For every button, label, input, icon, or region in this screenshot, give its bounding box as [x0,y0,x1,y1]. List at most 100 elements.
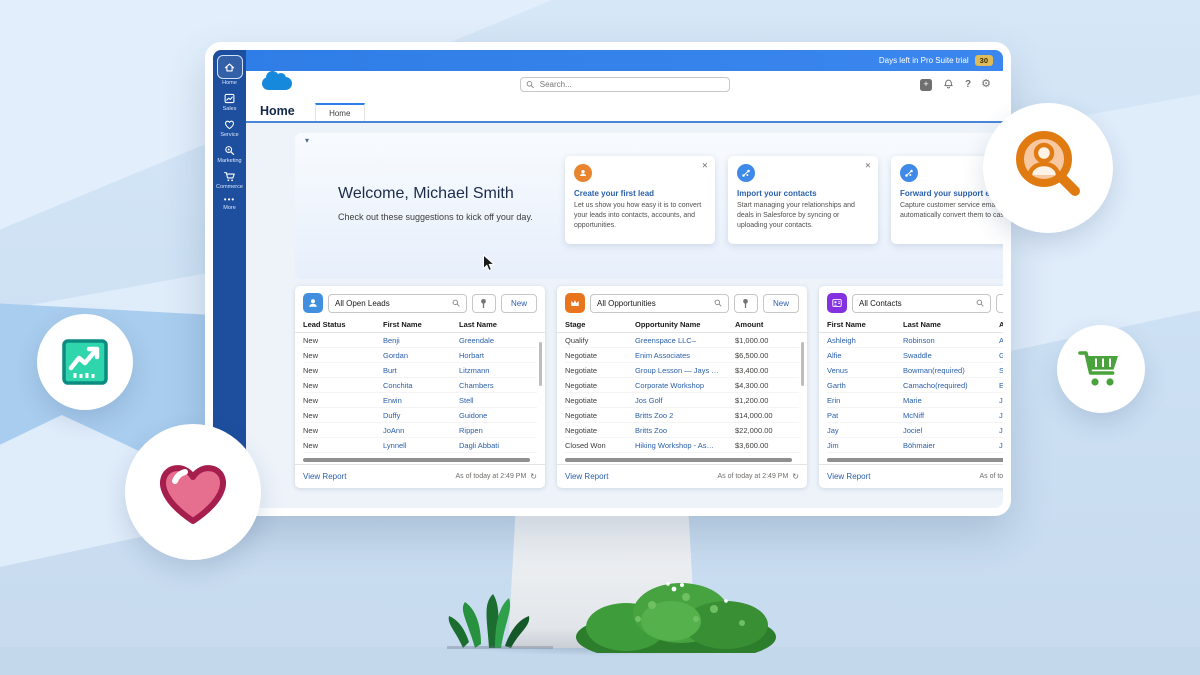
cell-first-name[interactable]: Conchita [383,380,413,390]
view-report-link[interactable]: View Report [565,472,609,481]
pin-list-button[interactable] [471,293,496,313]
trial-days-badge[interactable]: 30 [974,55,993,66]
add-icon[interactable]: + [920,78,933,91]
cell-last-name[interactable]: Camacho(required) [903,380,968,390]
cell-account-name[interactable]: Suspendisse No [999,365,1003,375]
cell-first-name[interactable]: Burt [383,365,397,375]
cell-opportunity-name[interactable]: Group Lesson — Jays … [635,365,719,375]
pin-icon [481,298,487,308]
column-header: Opportunity Name [635,320,701,329]
cell-first-name[interactable]: Benji [383,335,400,345]
list-view-selector[interactable]: All Opportunities [590,293,729,313]
view-report-link[interactable]: View Report [827,472,871,481]
vertical-scrollbar[interactable] [801,342,804,386]
cell-first-name[interactable]: Ashleigh [827,335,856,345]
cell-last-name[interactable]: Stell [459,395,474,405]
cell-opportunity-name[interactable]: Enim Associates [635,350,691,360]
chevron-down-icon[interactable]: ▾ [305,136,310,145]
cell-last-name[interactable]: Bowman(required) [903,365,965,375]
sidebar-item-service[interactable]: Service [213,118,246,138]
cell-first-name[interactable]: Garth [827,380,846,390]
cell-first-name[interactable]: Pat [827,410,839,420]
cell-last-name[interactable]: Litzmann [459,365,490,375]
horizontal-scrollbar[interactable] [827,456,1003,464]
cell-first-name[interactable]: Lynnell [383,440,407,450]
heart-icon [160,465,226,524]
cell-last-name[interactable]: Guidone [459,410,488,420]
cell-account-name[interactable]: Greenspace LLC [999,350,1003,360]
cell-last-name[interactable]: Swaddle [903,350,932,360]
cell-last-name[interactable]: Robinson [903,335,935,345]
setup-gear-icon[interactable]: ⚙ [981,78,991,90]
cell-first-name[interactable]: Alfie [827,350,842,360]
suggestion-title[interactable]: Forward your support emails [900,189,1003,198]
suggestion-card-create-lead[interactable]: ✕ Create your first lead Let us show you… [565,156,715,244]
sidebar-item-sales[interactable]: Sales [213,92,246,112]
close-icon[interactable]: ✕ [864,161,871,170]
refresh-icon[interactable]: ↻ [792,472,799,481]
notifications-bell-icon[interactable] [942,78,955,91]
suggestion-card-support-emails[interactable]: ✕ Forward your support emails Capture cu… [891,156,1003,244]
app-name[interactable]: Home [260,104,295,118]
horizontal-scrollbar[interactable] [303,456,537,464]
close-icon[interactable]: ✕ [701,161,708,170]
sidebar-item-home[interactable]: Home [213,55,246,86]
cell-account-name[interactable]: Ashleigh Robinso [999,335,1003,345]
cell-account-name[interactable]: Jays Shop [999,425,1003,435]
cell-opportunity-name[interactable]: Corporate Workshop [635,380,705,390]
pin-list-button[interactable] [733,293,758,313]
cell-last-name[interactable]: Jociel [903,425,923,435]
cell-opportunity-name[interactable]: Jos Golf [635,395,663,405]
cell-last-name[interactable]: Böhmaier [903,440,936,450]
list-view-selector[interactable]: All Open Leads [328,293,467,313]
cell-first-name[interactable]: Gordan [383,350,409,360]
cell-last-name[interactable]: Dagli Abbati [459,440,500,450]
list-card-header: All Contacts New [819,292,1003,314]
scrollbar-thumb[interactable] [303,458,530,462]
plant-left [447,594,553,649]
global-search[interactable] [519,77,730,92]
cell-last-name[interactable]: Horbart [459,350,485,360]
vertical-scrollbar[interactable] [539,342,542,386]
pin-list-button[interactable] [995,293,1003,313]
scrollbar-thumb[interactable] [565,458,792,462]
tab-home[interactable]: Home [314,103,365,121]
cell-last-name[interactable]: Greendale [459,335,495,345]
cell-opportunity-name[interactable]: Greenspace LLC– [635,335,696,345]
cell-first-name[interactable]: Erin [827,395,841,405]
cell-first-name[interactable]: Jim [827,440,839,450]
table-body: Ashleigh Robinson Ashleigh Robinso Alfie Swa… [819,333,1003,456]
refresh-icon[interactable]: ↻ [530,472,537,481]
cell-opportunity-name[interactable]: Britts Zoo 2 [635,410,674,420]
suggestion-title[interactable]: Create your first lead [574,189,655,198]
cell-last-name[interactable]: McNiff [903,410,925,420]
help-icon[interactable]: ? [965,79,972,90]
horizontal-scrollbar[interactable] [565,456,799,464]
cell-first-name[interactable]: Venus [827,365,848,375]
new-button[interactable]: New [500,293,537,313]
search-input[interactable] [537,79,724,90]
cell-account-name[interactable]: Jos Golf [999,410,1003,420]
scrollbar-thumb[interactable] [827,458,1003,462]
cell-last-name[interactable]: Marie [903,395,922,405]
cell-first-name[interactable]: Duffy [383,410,401,420]
cell-opportunity-name[interactable]: Hiking Workshop - As… [635,440,715,450]
new-button[interactable]: New [762,293,799,313]
list-view-selector[interactable]: All Contacts [852,293,991,313]
cell-last-name[interactable]: Chambers [459,380,494,390]
cell-last-name[interactable]: Rippen [459,425,483,435]
suggestion-card-import-contacts[interactable]: ✕ Import your contacts Start managing yo… [728,156,878,244]
cell-first-name[interactable]: Jay [827,425,839,435]
cell-account-name[interactable]: Jays Shop [999,395,1003,405]
suggestion-title[interactable]: Import your contacts [737,189,817,198]
cell-first-name[interactable]: Erwin [383,395,402,405]
cell-account-name[interactable]: Jims Bikes [999,440,1003,450]
sidebar-item-marketing[interactable]: Marketing [213,144,246,164]
sidebar-item-more[interactable]: ••• More [213,196,246,212]
cell-first-name[interactable]: JoAnn [383,425,405,435]
view-report-link[interactable]: View Report [303,472,347,481]
sidebar-item-commerce[interactable]: Commerce [213,170,246,190]
cell-lead-status: New [303,350,319,360]
cell-account-name[interactable]: Enim Associates [999,380,1003,390]
cell-opportunity-name[interactable]: Britts Zoo [635,425,668,435]
